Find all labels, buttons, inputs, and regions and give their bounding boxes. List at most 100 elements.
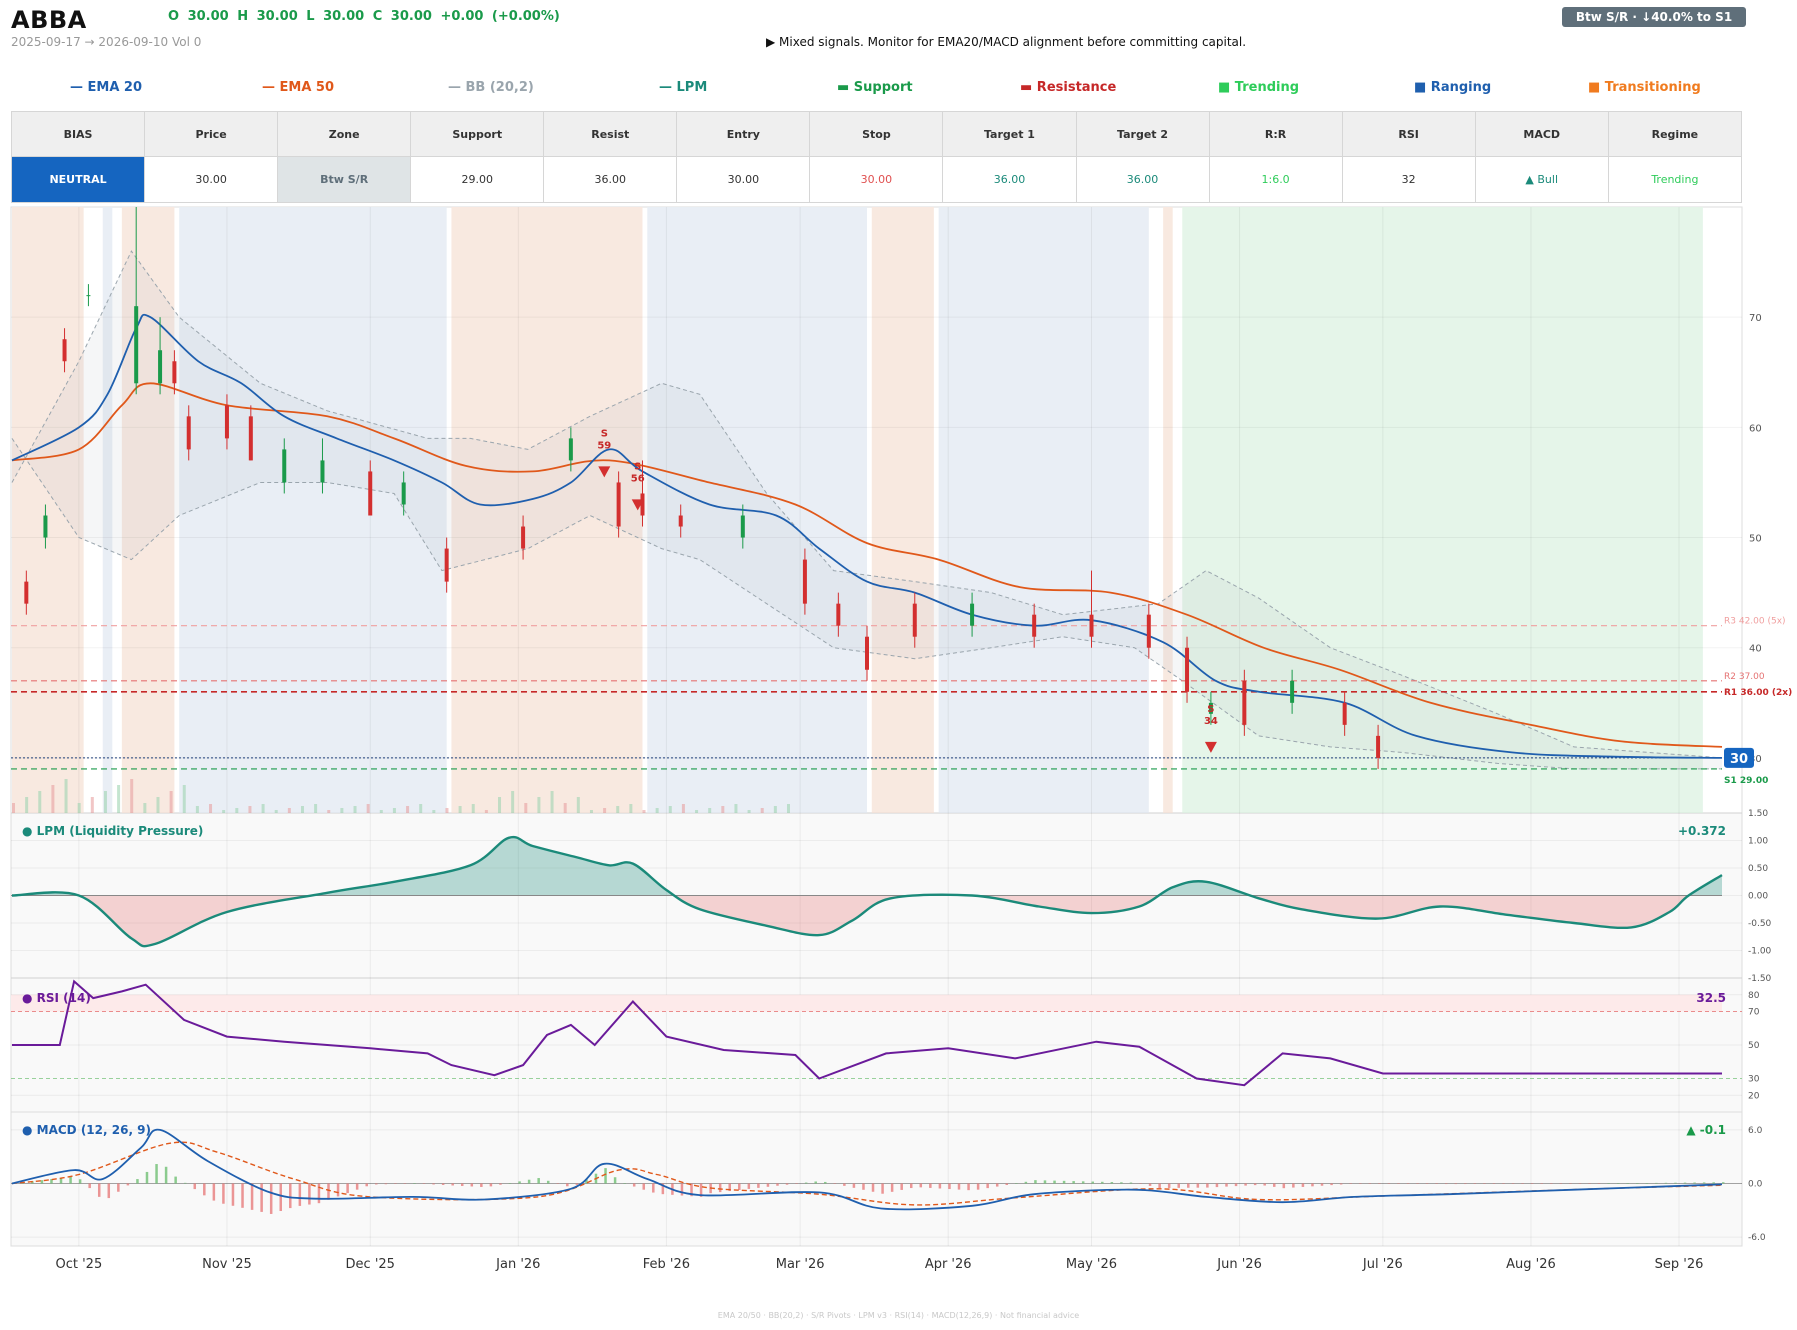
volume-bar bbox=[90, 797, 94, 813]
regime-band-transitioning bbox=[121, 207, 175, 813]
candle-body bbox=[1242, 680, 1247, 725]
macd-histogram-bar bbox=[222, 1183, 225, 1204]
macd-line bbox=[11, 1128, 1723, 1211]
macd-histogram-bar bbox=[231, 1183, 235, 1206]
macd-histogram-bar bbox=[1616, 1183, 1620, 1184]
candle-body bbox=[1032, 614, 1037, 637]
macd-histogram-bar bbox=[718, 1183, 722, 1193]
ticker-symbol: ABBA bbox=[11, 6, 87, 34]
macd-histogram-bar bbox=[241, 1183, 244, 1208]
candle-body bbox=[248, 416, 253, 461]
macd-histogram-bar bbox=[346, 1183, 349, 1194]
macd-histogram-bar bbox=[728, 1183, 731, 1192]
macd-histogram-bar bbox=[1139, 1183, 1142, 1184]
candle-body bbox=[158, 350, 163, 384]
macd-histogram-bar bbox=[785, 1183, 789, 1185]
stats-bias: NEUTRAL bbox=[10, 156, 146, 203]
volume-bar bbox=[287, 808, 291, 813]
x-tick-label: Dec '25 bbox=[346, 1257, 395, 1272]
candle-body bbox=[1185, 647, 1190, 692]
macd-histogram-bar bbox=[1473, 1183, 1477, 1184]
x-tick-label: Jul '26 bbox=[1362, 1257, 1403, 1272]
macd-histogram-bar bbox=[69, 1176, 72, 1184]
price-y-tick: 50 bbox=[1749, 534, 1762, 545]
legend-support: ▬ Support bbox=[837, 80, 913, 95]
volume-bar bbox=[642, 810, 646, 813]
macd-histogram-bar bbox=[1636, 1183, 1639, 1184]
legend-lpm: — LPM bbox=[659, 80, 708, 95]
macd-histogram-bar bbox=[260, 1183, 263, 1212]
x-tick-label: Sep '26 bbox=[1655, 1257, 1704, 1272]
stats-entry: 30.00 bbox=[676, 156, 811, 203]
rsi-last-value: 32.5 bbox=[1696, 991, 1726, 1005]
macd-histogram-bar bbox=[1569, 1183, 1572, 1184]
volume-bar bbox=[511, 791, 515, 813]
volume-bar bbox=[222, 810, 226, 813]
macd-histogram-bar bbox=[97, 1183, 101, 1197]
macd-histogram-bar bbox=[1435, 1183, 1438, 1184]
macd-histogram-bar bbox=[1530, 1183, 1534, 1184]
macd-histogram-bar bbox=[1550, 1183, 1553, 1184]
macd-histogram-bar bbox=[1464, 1183, 1467, 1185]
stats-price: 30.00 bbox=[144, 156, 279, 203]
stats-header-regime: Regime bbox=[1607, 111, 1743, 157]
volume-bar bbox=[695, 810, 699, 813]
macd-histogram-bar bbox=[193, 1183, 197, 1190]
stats-target2: 36.00 bbox=[1075, 156, 1210, 203]
last-price-badge bbox=[1724, 747, 1754, 768]
stats-value-row: NEUTRAL 30.00 Btw S/R 29.00 36.00 30.00 … bbox=[10, 156, 1743, 203]
volume-bar bbox=[38, 791, 42, 813]
volume-bar bbox=[169, 791, 173, 813]
macd-histogram-bar bbox=[470, 1183, 474, 1187]
candle-body bbox=[836, 603, 841, 626]
macd-histogram-bar bbox=[460, 1183, 464, 1186]
macd-histogram-bar bbox=[88, 1183, 91, 1189]
volume-bar bbox=[786, 804, 790, 813]
macd-histogram-bar bbox=[365, 1183, 368, 1187]
sr-level-label: R2 37.00 bbox=[1724, 672, 1765, 682]
footer-note: EMA 20/50 · BB(20,2) · S/R Pivots · LPM … bbox=[717, 1311, 1080, 1320]
lpm-y-tick: 0.50 bbox=[1748, 864, 1768, 874]
candle-body bbox=[224, 405, 229, 439]
macd-histogram-bar bbox=[1196, 1183, 1200, 1188]
macd-histogram-bar bbox=[1043, 1180, 1047, 1184]
legend-ema50: — EMA 50 bbox=[262, 80, 335, 95]
volume-bar bbox=[77, 803, 81, 813]
last-price-value: 30 bbox=[1730, 752, 1748, 767]
macd-histogram-bar bbox=[1559, 1183, 1563, 1184]
candle-body bbox=[282, 449, 287, 483]
price-y-tick: 60 bbox=[1749, 423, 1762, 434]
macd-histogram-bar bbox=[546, 1180, 550, 1184]
macd-histogram-bar bbox=[623, 1183, 626, 1184]
macd-histogram-bar bbox=[1024, 1181, 1028, 1184]
volume-bar bbox=[708, 808, 712, 813]
stats-target1: 36.00 bbox=[942, 156, 1077, 203]
macd-histogram-bar bbox=[1425, 1183, 1429, 1184]
volume-bar bbox=[64, 779, 68, 813]
macd-histogram-bar bbox=[518, 1181, 521, 1184]
volume-bar bbox=[419, 804, 423, 813]
macd-histogram-bar bbox=[1053, 1180, 1056, 1184]
macd-y-tick: 0.0 bbox=[1748, 1179, 1763, 1189]
stats-header-target1: Target 1 bbox=[942, 111, 1077, 157]
volume-bar bbox=[524, 803, 528, 813]
macd-histogram-bar bbox=[451, 1183, 454, 1186]
macd-histogram-bar bbox=[1034, 1180, 1037, 1184]
macd-histogram-bar bbox=[1444, 1183, 1448, 1185]
volume-bar bbox=[432, 810, 436, 813]
candle-body bbox=[616, 482, 621, 527]
macd-histogram-bar bbox=[862, 1183, 865, 1190]
candle-body bbox=[62, 339, 67, 362]
macd-histogram-bar bbox=[289, 1183, 292, 1209]
macd-histogram-bar bbox=[890, 1183, 894, 1192]
stats-stop: 30.00 bbox=[809, 156, 944, 203]
volume-bar bbox=[747, 810, 751, 813]
macd-histogram-bar bbox=[967, 1183, 970, 1191]
legend-ranging: ■ Ranging bbox=[1414, 80, 1492, 95]
macd-histogram-bar bbox=[1101, 1181, 1104, 1184]
volume-bar bbox=[379, 810, 383, 813]
macd-histogram-bar bbox=[422, 1183, 426, 1184]
macd-histogram-bar bbox=[976, 1183, 980, 1190]
volume-bar bbox=[261, 804, 265, 813]
macd-y-tick: 6.0 bbox=[1748, 1126, 1763, 1136]
